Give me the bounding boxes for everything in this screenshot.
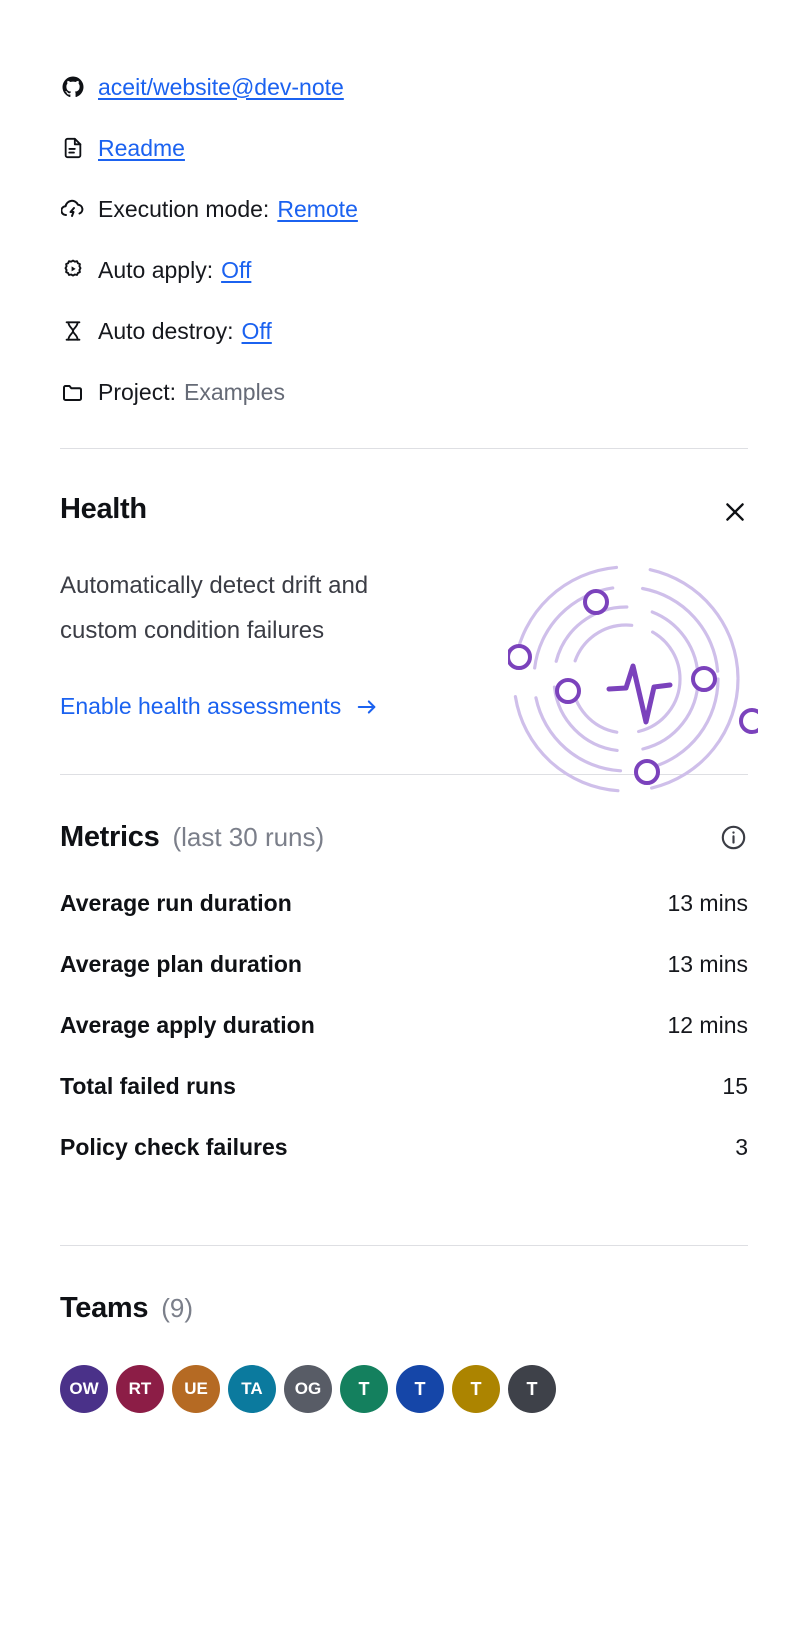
team-avatar-row: OW RT UE TA OG T T T T [60, 1365, 748, 1413]
file-text-icon [60, 135, 86, 161]
info-icon[interactable] [718, 823, 748, 853]
metrics-header: Metrics (last 30 runs) [60, 821, 748, 854]
cloud-lightning-icon [60, 196, 86, 222]
metric-value: 15 [722, 1073, 748, 1099]
hourglass-icon [60, 318, 86, 344]
metadata-row-readme: Readme [60, 117, 748, 178]
divider-above-teams [60, 1245, 748, 1246]
auto-destroy-value-link[interactable]: Off [241, 317, 272, 344]
metric-row-policy-check-failures: Policy check failures 3 [60, 1134, 748, 1195]
metric-label: Policy check failures [60, 1134, 288, 1160]
health-title: Health [60, 493, 147, 525]
readme-link[interactable]: Readme [98, 134, 185, 161]
health-description: Automatically detect drift and custom co… [60, 572, 369, 644]
auto-apply-value-link[interactable]: Off [221, 256, 252, 283]
metric-label: Average run duration [60, 890, 292, 916]
avatar-initials: OG [294, 1379, 322, 1398]
avatar-initials: T [526, 1378, 538, 1399]
metric-label: Average plan duration [60, 951, 302, 977]
avatar-initials: RT [128, 1379, 152, 1398]
project-value: Examples [183, 378, 285, 405]
metadata-row-repository: aceit/website@dev-note [60, 56, 748, 117]
health-header: Health [60, 493, 748, 527]
teams-header: Teams (9) [60, 1292, 748, 1325]
execution-mode-label: Execution mode: [98, 195, 270, 222]
metric-row-average-apply-duration: Average apply duration 12 mins [60, 1012, 748, 1073]
teams-count: (9) [161, 1293, 194, 1323]
auto-apply-label: Auto apply: [98, 256, 214, 283]
metric-row-total-failed-runs: Total failed runs 15 [60, 1073, 748, 1134]
metadata-row-auto-apply: Auto apply: Off [60, 239, 748, 300]
metadata-row-repository-text: aceit/website@dev-note [98, 73, 344, 101]
execution-mode-value-link[interactable]: Remote [277, 195, 358, 222]
avatar[interactable]: T [452, 1365, 500, 1413]
teams-title: Teams [60, 1292, 149, 1324]
metric-value: 3 [735, 1134, 748, 1160]
avatar-initials: T [358, 1378, 370, 1399]
metric-row-average-plan-duration: Average plan duration 13 mins [60, 951, 748, 1012]
metrics-title: Metrics [60, 821, 160, 853]
metadata-row-project: Project: Examples [60, 361, 748, 422]
avatar[interactable]: T [396, 1365, 444, 1413]
avatar[interactable]: TA [228, 1365, 276, 1413]
arrow-right-icon [355, 696, 379, 718]
github-icon [60, 74, 86, 100]
folder-icon [60, 379, 86, 405]
enable-health-assessments-link[interactable]: Enable health assessments [60, 693, 379, 720]
metrics-section: Metrics (last 30 runs) Average run durat… [60, 775, 748, 1195]
health-section: Health Automatically detect drift and cu… [60, 449, 765, 793]
metric-row-average-run-duration: Average run duration 13 mins [60, 890, 748, 951]
gear-play-icon [60, 257, 86, 283]
avatar[interactable]: T [340, 1365, 388, 1413]
metrics-title-wrap: Metrics (last 30 runs) [60, 821, 324, 854]
metric-label: Average apply duration [60, 1012, 315, 1038]
avatar[interactable]: OG [284, 1365, 332, 1413]
metadata-row-auto-destroy-text: Auto destroy: Off [98, 317, 272, 345]
avatar-initials: OW [69, 1379, 99, 1398]
repository-link[interactable]: aceit/website@dev-note [98, 73, 344, 100]
project-label: Project: [98, 378, 176, 405]
metric-value: 13 mins [667, 890, 748, 916]
metadata-row-readme-text: Readme [98, 134, 185, 162]
metrics-subtitle: (last 30 runs) [172, 822, 325, 852]
metadata-row-project-text: Project: Examples [98, 378, 285, 406]
health-body: Automatically detect drift and custom co… [60, 563, 748, 720]
avatar[interactable]: OW [60, 1365, 108, 1413]
divider-above-metrics [60, 774, 748, 775]
metric-label: Total failed runs [60, 1073, 236, 1099]
avatar[interactable]: RT [116, 1365, 164, 1413]
avatar[interactable]: T [508, 1365, 556, 1413]
avatar-initials: UE [184, 1379, 208, 1398]
metadata-row-execution-mode: Execution mode: Remote [60, 178, 748, 239]
avatar[interactable]: UE [172, 1365, 220, 1413]
metadata-row-execution-mode-text: Execution mode: Remote [98, 195, 358, 223]
metadata-row-auto-destroy: Auto destroy: Off [60, 300, 748, 361]
avatar-initials: T [470, 1378, 482, 1399]
metric-value: 12 mins [667, 1012, 748, 1038]
health-copy: Automatically detect drift and custom co… [60, 563, 440, 720]
avatar-initials: T [414, 1378, 426, 1399]
close-icon[interactable] [720, 497, 750, 527]
avatar-initials: TA [241, 1379, 263, 1398]
metrics-list: Average run duration 13 mins Average pla… [60, 890, 748, 1195]
divider-above-health [60, 448, 748, 449]
enable-health-assessments-label: Enable health assessments [60, 693, 342, 719]
teams-section: Teams (9) OW RT UE TA OG T T [60, 1246, 748, 1413]
metadata-row-auto-apply-text: Auto apply: Off [98, 256, 251, 284]
auto-destroy-label: Auto destroy: [98, 317, 234, 344]
metric-value: 13 mins [667, 951, 748, 977]
workspace-metadata-list: aceit/website@dev-note Readme [60, 0, 748, 422]
